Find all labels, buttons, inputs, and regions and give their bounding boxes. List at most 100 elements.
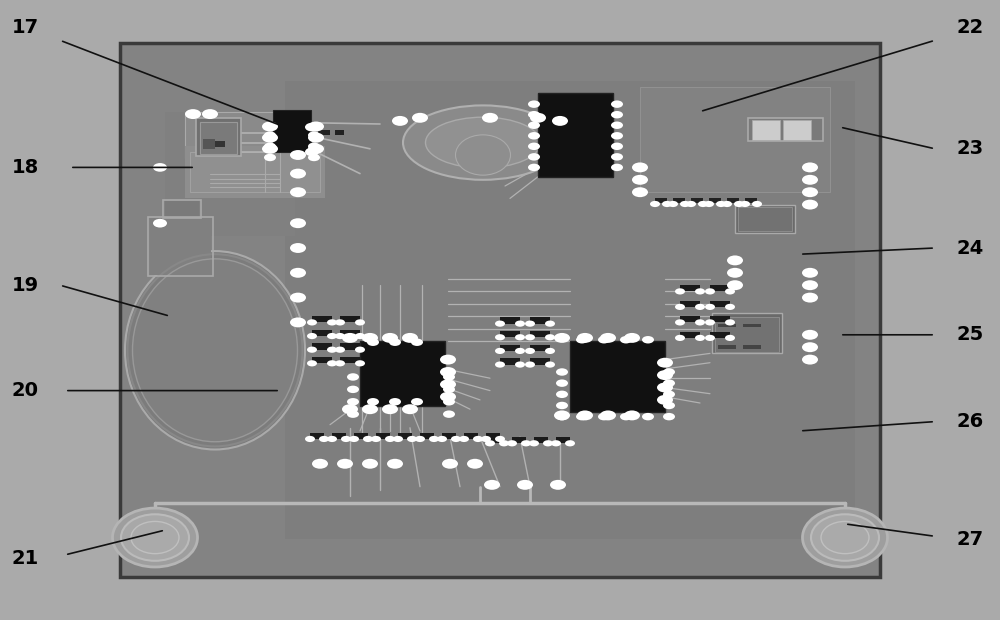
Circle shape <box>342 333 358 343</box>
Bar <box>710 316 730 322</box>
Circle shape <box>443 398 455 405</box>
Circle shape <box>611 143 623 150</box>
Circle shape <box>341 436 351 442</box>
Circle shape <box>262 122 278 131</box>
Circle shape <box>650 201 660 207</box>
Circle shape <box>335 319 345 326</box>
Circle shape <box>695 319 705 326</box>
Circle shape <box>355 347 365 353</box>
Bar <box>486 433 500 439</box>
Circle shape <box>528 153 540 161</box>
Ellipse shape <box>112 508 198 567</box>
Bar <box>673 198 685 203</box>
Bar <box>534 437 548 443</box>
Circle shape <box>576 336 588 343</box>
Circle shape <box>727 280 743 290</box>
Bar <box>530 331 550 337</box>
Bar <box>691 198 703 203</box>
Bar <box>530 317 550 324</box>
Circle shape <box>517 480 533 490</box>
Circle shape <box>305 123 319 131</box>
Circle shape <box>725 304 735 310</box>
Circle shape <box>327 319 337 326</box>
Circle shape <box>507 440 517 446</box>
Bar <box>710 332 730 338</box>
Circle shape <box>451 436 461 442</box>
Circle shape <box>387 459 403 469</box>
Text: 27: 27 <box>956 530 984 549</box>
Bar <box>340 357 360 363</box>
Circle shape <box>528 143 540 150</box>
Circle shape <box>362 333 378 343</box>
Circle shape <box>545 321 555 327</box>
Circle shape <box>362 404 378 414</box>
Circle shape <box>402 404 418 414</box>
Circle shape <box>305 148 319 156</box>
Circle shape <box>429 436 439 442</box>
Bar <box>490 437 504 443</box>
Circle shape <box>620 413 632 420</box>
Circle shape <box>307 347 317 353</box>
Circle shape <box>440 367 456 377</box>
Circle shape <box>312 459 328 469</box>
Bar <box>710 285 730 291</box>
Circle shape <box>355 333 365 339</box>
Circle shape <box>402 333 418 343</box>
Circle shape <box>556 379 568 387</box>
Circle shape <box>642 336 654 343</box>
Circle shape <box>525 348 535 354</box>
Circle shape <box>347 410 359 418</box>
Text: 19: 19 <box>11 276 39 294</box>
Bar <box>150 218 211 275</box>
Circle shape <box>663 413 675 420</box>
Circle shape <box>675 319 685 326</box>
Circle shape <box>355 360 365 366</box>
Circle shape <box>551 440 561 446</box>
Bar <box>512 437 526 443</box>
Ellipse shape <box>125 251 305 450</box>
Circle shape <box>308 144 324 154</box>
Bar <box>165 201 199 217</box>
Bar <box>710 301 730 307</box>
Circle shape <box>695 288 705 294</box>
Bar <box>185 112 300 158</box>
Circle shape <box>495 334 505 340</box>
Text: 20: 20 <box>12 381 38 400</box>
Circle shape <box>675 304 685 310</box>
Circle shape <box>389 398 401 405</box>
Circle shape <box>663 379 675 387</box>
Bar <box>360 341 445 406</box>
Bar <box>398 433 412 439</box>
Circle shape <box>327 436 337 442</box>
Circle shape <box>307 319 317 326</box>
Circle shape <box>515 321 525 327</box>
Circle shape <box>704 201 714 207</box>
Circle shape <box>705 304 715 310</box>
Bar <box>312 330 332 336</box>
Bar <box>727 198 739 203</box>
Circle shape <box>290 187 306 197</box>
Ellipse shape <box>403 105 563 180</box>
Circle shape <box>545 361 555 368</box>
Text: 24: 24 <box>956 239 984 257</box>
Circle shape <box>443 373 455 381</box>
Text: 17: 17 <box>11 19 39 37</box>
Circle shape <box>554 333 570 343</box>
Circle shape <box>290 169 306 179</box>
Circle shape <box>363 436 373 442</box>
Circle shape <box>725 335 735 341</box>
Circle shape <box>802 162 818 172</box>
Bar <box>735 205 795 232</box>
Bar <box>680 285 700 291</box>
Circle shape <box>484 480 500 490</box>
Circle shape <box>663 391 675 398</box>
Bar <box>312 343 332 350</box>
Circle shape <box>308 133 324 143</box>
Circle shape <box>727 268 743 278</box>
Bar <box>655 198 667 203</box>
Circle shape <box>705 288 715 294</box>
Circle shape <box>611 100 623 108</box>
Bar <box>203 139 215 149</box>
Circle shape <box>695 304 705 310</box>
Circle shape <box>499 440 509 446</box>
